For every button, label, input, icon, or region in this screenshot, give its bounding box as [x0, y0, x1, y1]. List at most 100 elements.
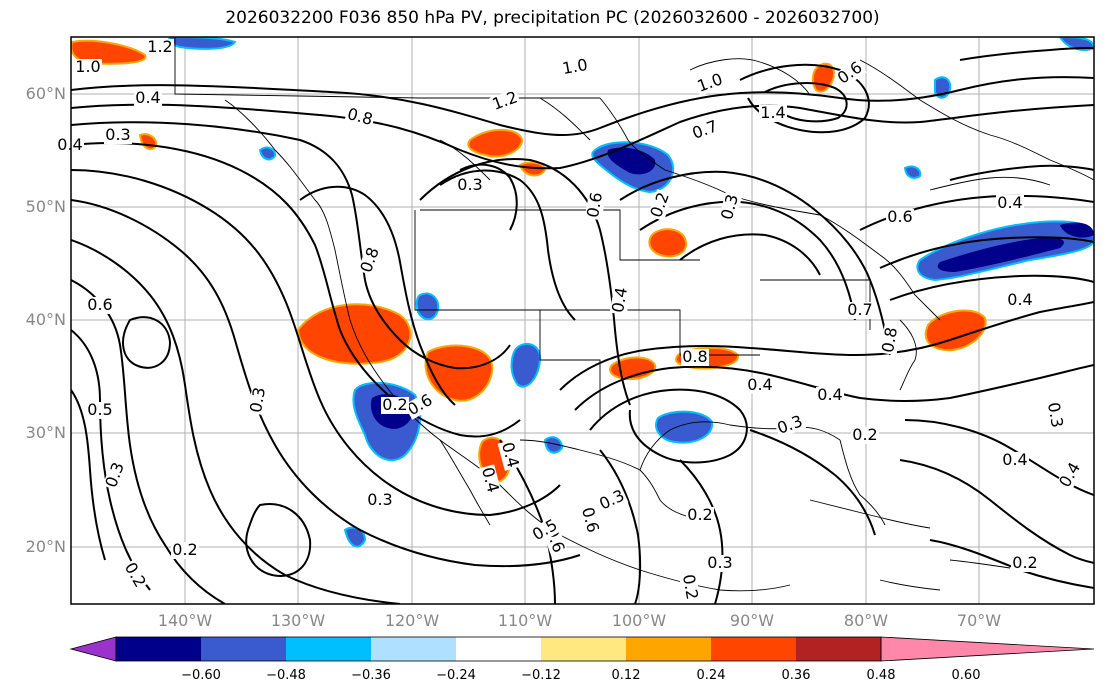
contour-label-background [102, 459, 129, 492]
contour-label: 0.4 [997, 193, 1022, 212]
contour-label-background [381, 397, 409, 414]
contour-label: 0.3 [1044, 401, 1067, 429]
contour-label: 0.2 [172, 540, 197, 559]
lon-label-110w: 110°W [497, 611, 553, 630]
colorbar-tick: −0.48 [266, 668, 306, 683]
contour-label-background [1006, 292, 1034, 309]
contour-label: 0.6 [583, 191, 606, 219]
contour-label: 1.2 [147, 37, 172, 56]
colorbar [69, 636, 1095, 662]
contour-label-background [746, 377, 774, 394]
contour-label-background [1011, 555, 1039, 572]
contour-label-background [528, 516, 562, 545]
contour-label: 0.8 [878, 326, 901, 354]
lon-label-140w: 140°W [157, 611, 213, 630]
precipitation-fill [71, 37, 1094, 548]
contour-label-background [489, 88, 522, 115]
contour-label: 0.5 [87, 400, 112, 419]
lon-label-80w: 80°W [843, 611, 889, 630]
contour-label-background [497, 439, 522, 471]
lat-label-40n: 40°N [25, 310, 66, 329]
lon-label-70w: 70°W [956, 611, 1002, 630]
colorbar-segment [541, 637, 626, 661]
colorbar-tick: 0.36 [781, 668, 811, 683]
contour-label: 0.6 [887, 207, 912, 226]
contour-label-background [759, 105, 787, 122]
contour-label-background [718, 191, 743, 223]
contour-label-background [86, 297, 114, 314]
contour-label-background [584, 189, 607, 221]
contour-label-background [1043, 399, 1066, 431]
map-frame [70, 36, 1095, 605]
contour-label-background [146, 39, 174, 56]
contour-label-background [366, 492, 394, 509]
contour-label-background [996, 195, 1024, 212]
contour-label-background [74, 59, 102, 76]
colorbar-tick: −0.12 [521, 668, 561, 683]
contour-label: 0.4 [135, 88, 160, 107]
contour-label-background [816, 387, 844, 404]
colorbar-outline [115, 636, 882, 662]
contour-label: 0.4 [747, 375, 772, 394]
lat-label-50n: 50°N [25, 197, 66, 216]
lon-label-100w: 100°W [611, 611, 667, 630]
contour-label-background [774, 412, 807, 439]
contour-label-background [134, 90, 162, 107]
contour-label-background [686, 507, 714, 524]
contour-label: 0.3 [457, 175, 482, 194]
contour-label-background [851, 427, 879, 444]
contour-label-background [1001, 452, 1029, 469]
contour-label: 0.3 [707, 553, 732, 572]
contour-label: 0.2 [679, 573, 702, 601]
contour-label-background [681, 349, 709, 366]
lat-label-20n: 20°N [25, 537, 66, 556]
contour-label: 0.2 [382, 395, 407, 414]
contour-label: 0.4 [817, 385, 842, 404]
contour-label-background [104, 127, 132, 144]
contour-label-background [689, 117, 722, 144]
contour-label: 0.3 [246, 386, 269, 414]
contour-label-background [577, 504, 602, 536]
contour-label: 1.4 [760, 103, 785, 122]
colorbar-tick: −0.36 [351, 668, 391, 683]
contour-label-background [357, 244, 384, 277]
contour-label: 1.0 [561, 55, 589, 78]
contour-label: 0.4 [608, 286, 631, 314]
contour-label: 0.4 [1002, 450, 1027, 469]
colorbar-extend-low [69, 636, 117, 662]
contour-label-background [171, 542, 199, 559]
contour-label: 0.6 [87, 295, 112, 314]
contour-label-background [403, 391, 437, 420]
contour-label: 0.7 [847, 300, 872, 319]
contour-label-background [56, 137, 84, 154]
colorbar-segment [201, 637, 286, 661]
lat-label-30n: 30°N [25, 423, 66, 442]
contour-label-background [846, 302, 874, 319]
colorbar-segment [286, 637, 371, 661]
contour-label-background [706, 555, 734, 572]
colorbar-tick: 0.24 [696, 668, 726, 683]
colorbar-tick: 0.60 [951, 668, 981, 683]
contour-label-background [886, 209, 914, 226]
colorbar-segment [711, 637, 796, 661]
map-title: 2026032200 F036 850 hPa PV, precipitatio… [225, 8, 880, 28]
contour-label: 0.3 [105, 125, 130, 144]
colorbar-segment [796, 637, 881, 661]
contour-label-background [609, 284, 632, 316]
colorbar-segment [371, 637, 456, 661]
lon-label-130w: 130°W [270, 611, 326, 630]
contour-label: 1.0 [75, 57, 100, 76]
contour-label-background [86, 402, 114, 419]
contour-label-background [477, 464, 502, 496]
contour-label-background [678, 571, 701, 603]
contour-label: 0.2 [687, 505, 712, 524]
colorbar-tick: 0.48 [866, 668, 896, 683]
colorbar-tick: 0.12 [611, 668, 641, 683]
contour-label-background [595, 486, 629, 515]
contour-label-background [559, 56, 591, 79]
colorbar-segment [116, 637, 201, 661]
contour-label: 0.3 [367, 490, 392, 509]
contour-label-background [694, 70, 727, 97]
colorbar-tick: −0.24 [436, 668, 476, 683]
